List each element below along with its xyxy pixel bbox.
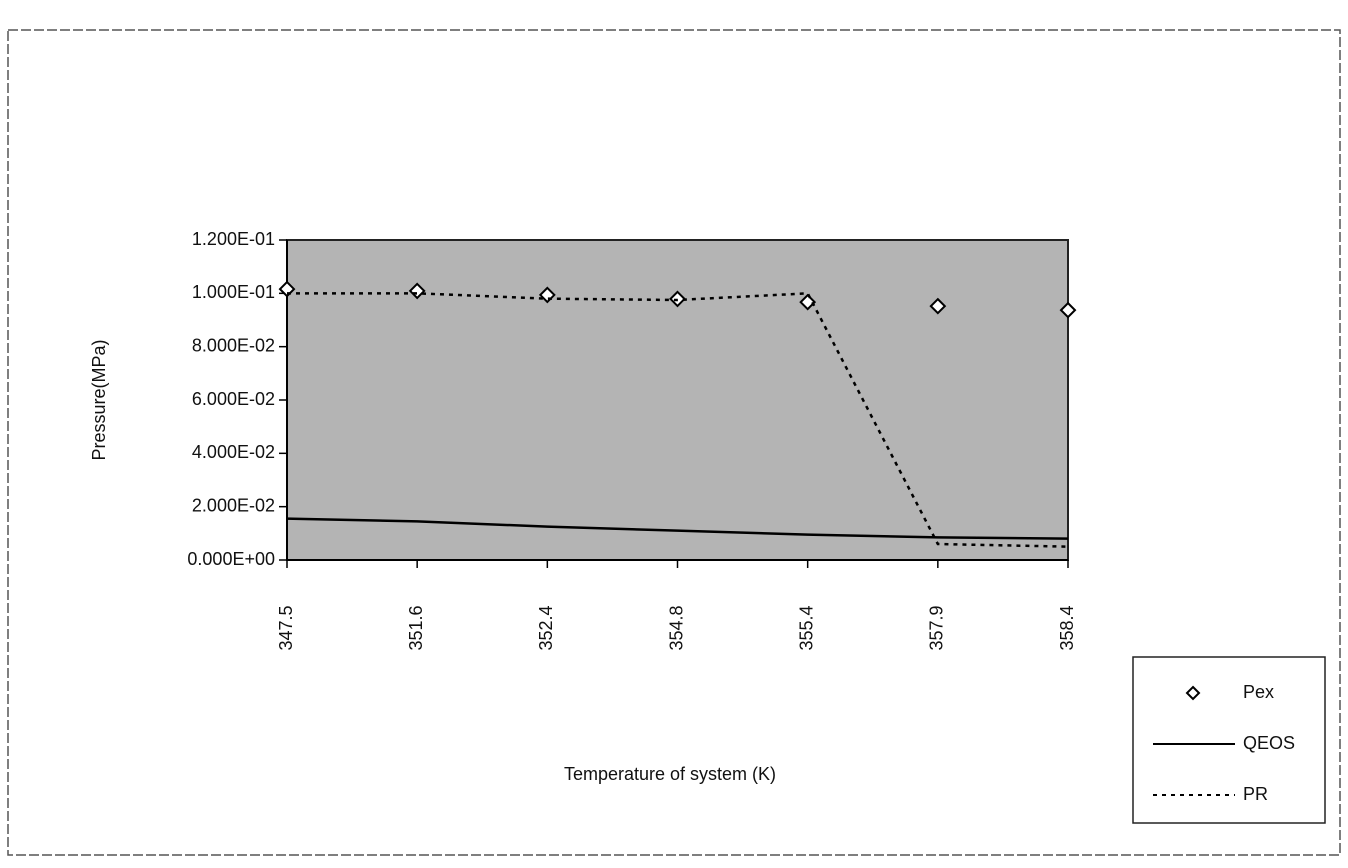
y-tick-label: 1.000E-01 [192, 282, 275, 302]
chart-frame [7, 29, 1341, 856]
x-tick-label: 347.5 [276, 605, 296, 650]
series-line [286, 517, 1069, 540]
data-point [799, 293, 817, 311]
x-tick-label: 355.4 [796, 605, 816, 650]
data-point [1059, 301, 1077, 319]
y-tick-label: 1.200E-01 [192, 229, 275, 249]
x-axis-title: Temperature of system (K) [564, 764, 776, 784]
y-axis-title: Pressure(MPa) [89, 339, 109, 460]
legend-label: PR [1243, 784, 1268, 804]
legend-box [1132, 656, 1326, 824]
legend-label: Pex [1243, 682, 1274, 702]
y-tick-label: 4.000E-02 [192, 442, 275, 462]
x-tick-label: 352.4 [536, 605, 556, 650]
y-tick-label: 0.000E+00 [187, 549, 275, 569]
y-tick-label: 8.000E-02 [192, 335, 275, 355]
plot-area [286, 239, 1069, 561]
legend-marker [1185, 685, 1201, 701]
legend-label: QEOS [1243, 733, 1295, 753]
x-tick-label: 354.8 [666, 605, 686, 650]
x-tick-label: 358.4 [1057, 605, 1077, 650]
series-line [287, 292, 1069, 548]
data-point [278, 280, 296, 298]
y-tick-label: 2.000E-02 [192, 495, 275, 515]
data-point [929, 297, 947, 315]
y-tick-label: 6.000E-02 [192, 389, 275, 409]
x-tick-label: 357.9 [927, 605, 947, 650]
x-tick-label: 351.6 [406, 605, 426, 650]
